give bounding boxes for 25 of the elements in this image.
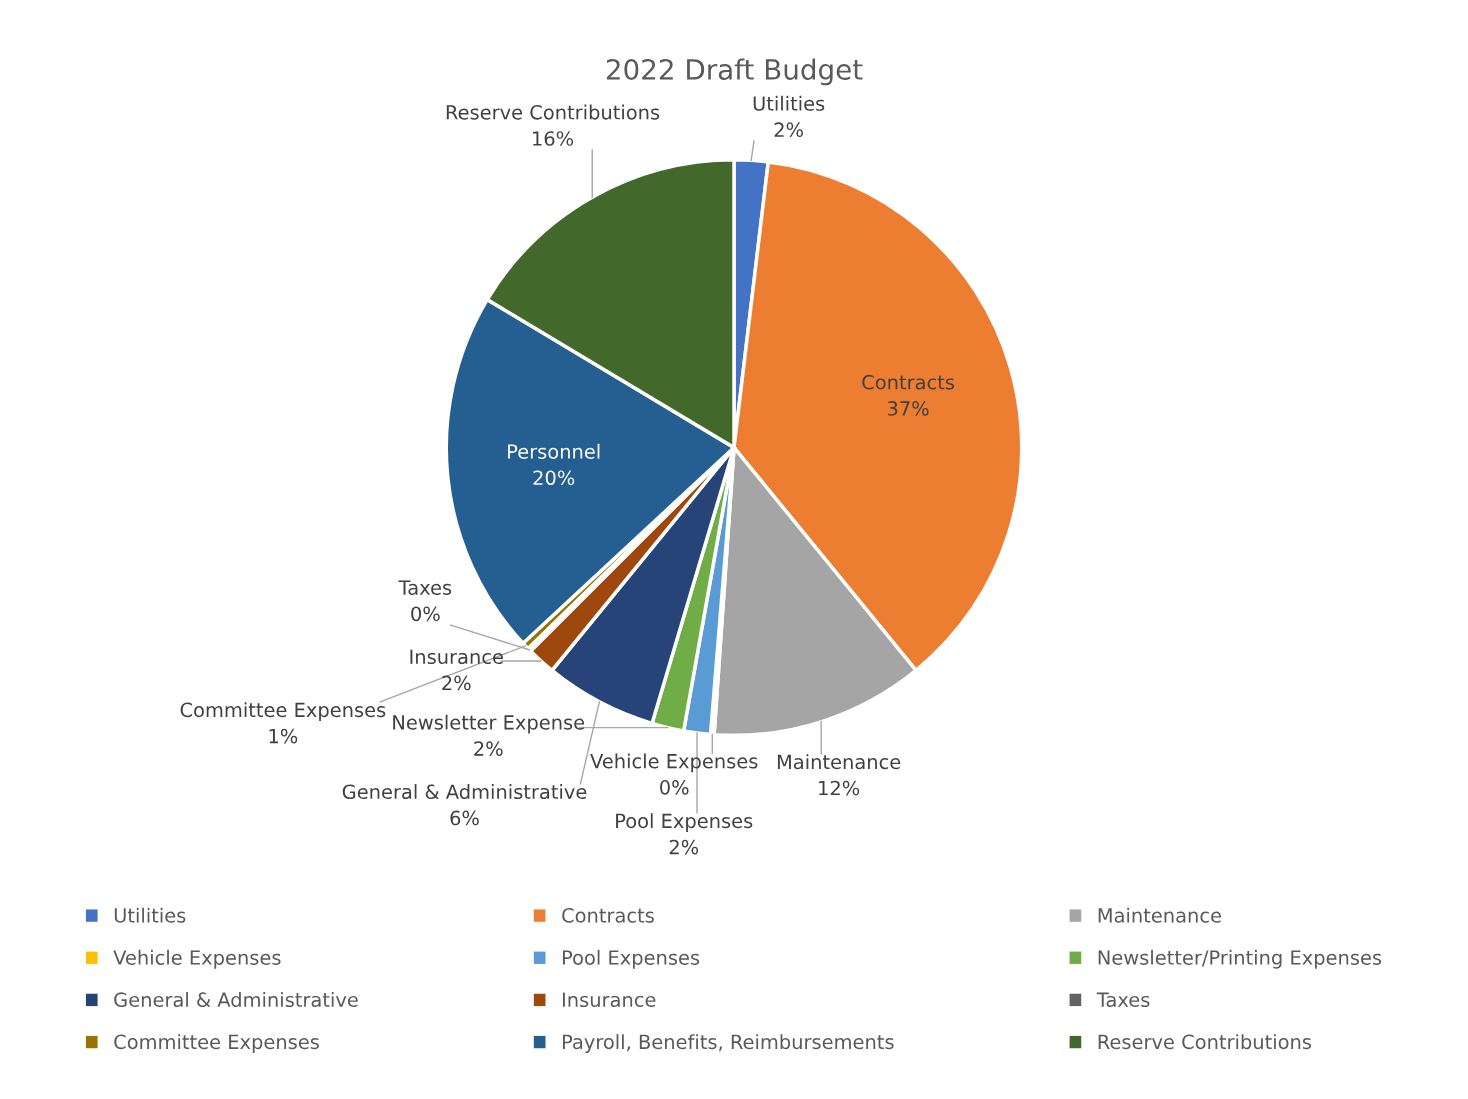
data-label: Pool Expenses 2%	[616, 813, 753, 855]
data-label: Reserve Contributions 16%	[446, 104, 660, 146]
data-label: Maintenance 12%	[777, 754, 901, 796]
legend-label: Vehicle Expenses	[113, 949, 281, 969]
data-label: Personnel 20%	[508, 443, 600, 486]
legend-label: Taxes	[1096, 992, 1150, 1008]
legend-label: Newsletter/Printing Expenses	[1098, 949, 1382, 969]
data-label: Insurance 2%	[410, 649, 503, 691]
data-label: Committee Expenses 1%	[180, 702, 386, 744]
legend-label: Committee Expenses	[114, 1034, 319, 1053]
data-label: Utilities 2%	[753, 95, 825, 138]
legend-label: Pool Expenses	[562, 949, 700, 969]
legend-label: Insurance	[562, 992, 656, 1008]
legend-label: General & Administrative	[114, 991, 358, 1008]
legend-label: Maintenance	[1098, 907, 1221, 923]
data-label: Vehicle Expenses 0%	[590, 753, 758, 795]
legend-label: Utilities	[114, 907, 186, 923]
legend-label: Reserve Contributions	[1098, 1034, 1312, 1050]
legend-label: Payroll, Benefits, Reimbursements	[562, 1034, 894, 1053]
legend-label: Contracts	[562, 908, 654, 923]
chart-title: 2022 Draft Budget	[606, 58, 863, 86]
data-label: Newsletter Expense 2%	[393, 714, 585, 756]
data-label: General & Administrative 6%	[342, 784, 587, 826]
data-label: Contracts 37%	[862, 374, 955, 416]
data-label: Taxes 0%	[398, 580, 452, 622]
